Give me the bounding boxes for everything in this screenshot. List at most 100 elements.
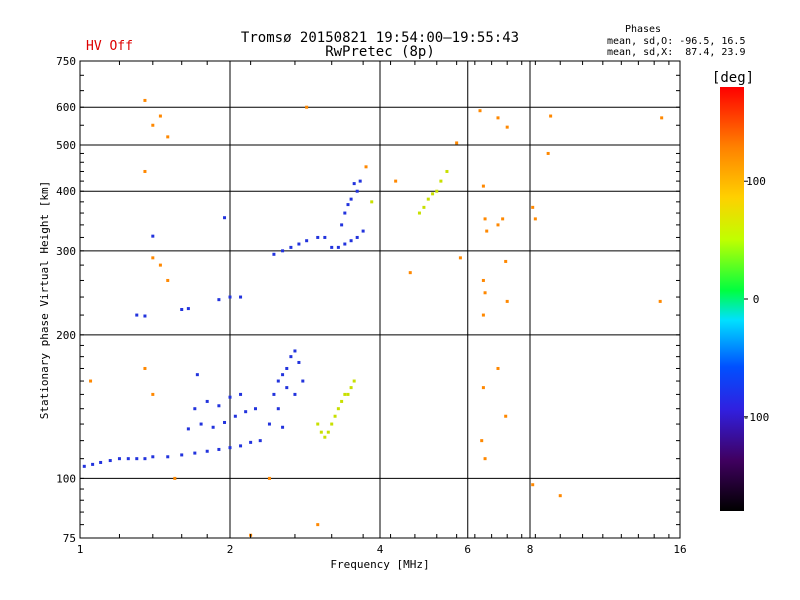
data-point — [483, 291, 487, 295]
data-point — [340, 223, 344, 227]
data-point — [483, 457, 487, 461]
data-point — [281, 373, 285, 377]
data-point — [658, 299, 662, 303]
data-point — [364, 165, 368, 169]
data-point — [343, 392, 347, 396]
chart-subtitle: RwPretec (8p) — [325, 44, 435, 60]
data-point — [151, 392, 155, 396]
data-points — [82, 98, 664, 537]
data-point — [244, 410, 248, 414]
y-tick-label: 200 — [56, 329, 76, 342]
data-point — [186, 427, 190, 431]
data-point — [417, 211, 421, 215]
y-tick-label: 500 — [56, 139, 76, 152]
colorbar-tick-label: 100 — [746, 175, 766, 188]
x-tick-label: 6 — [464, 543, 471, 556]
data-point — [205, 449, 209, 453]
data-point — [117, 457, 121, 461]
data-point — [228, 295, 232, 299]
data-point — [481, 278, 485, 282]
x-tick-label: 8 — [527, 543, 534, 556]
phase-stats-x: mean, sd,X: 87.4, 23.9 — [607, 47, 745, 58]
data-point — [358, 179, 362, 183]
data-point — [496, 116, 500, 120]
data-point — [445, 169, 449, 173]
x-tick-label: 4 — [377, 543, 384, 556]
data-point — [333, 414, 337, 418]
data-point — [316, 422, 320, 426]
data-point — [143, 169, 147, 173]
y-tick-label: 75 — [63, 532, 76, 545]
data-point — [289, 355, 293, 359]
data-point — [533, 217, 537, 221]
data-point — [289, 245, 293, 249]
data-point — [349, 197, 353, 201]
data-point — [239, 444, 243, 448]
data-point — [217, 298, 221, 302]
data-point — [193, 451, 197, 455]
data-point — [281, 425, 285, 429]
data-point — [249, 440, 253, 444]
data-point — [158, 114, 162, 118]
data-point — [301, 379, 305, 383]
data-point — [496, 366, 500, 370]
data-point — [143, 457, 147, 461]
data-point — [336, 245, 340, 249]
y-tick-label: 300 — [56, 245, 76, 258]
data-point — [239, 295, 243, 299]
colorbar-tick-label: 0 — [753, 293, 760, 306]
colorbar-ticks: 100 0 -100 — [743, 175, 770, 424]
data-point — [346, 203, 350, 207]
y-axis-label: Stationary phase Virtual Height [km] — [38, 181, 51, 419]
data-point — [91, 462, 95, 466]
data-point — [166, 135, 170, 139]
data-point — [349, 239, 353, 243]
data-point — [276, 379, 280, 383]
data-point — [285, 386, 289, 390]
data-point — [143, 366, 147, 370]
data-point — [233, 414, 237, 418]
data-point — [394, 179, 398, 183]
data-point — [293, 392, 297, 396]
data-point — [349, 386, 353, 390]
data-point — [408, 271, 412, 275]
data-point — [340, 399, 344, 403]
data-point — [455, 141, 459, 145]
data-point — [431, 192, 435, 196]
data-point — [151, 123, 155, 127]
data-point — [195, 373, 199, 377]
data-point — [135, 313, 139, 317]
phase-stats-o: mean, sd,O: -96.5, 16.5 — [607, 36, 745, 47]
colorbar-label: [deg] — [712, 70, 754, 86]
data-point — [478, 109, 482, 113]
data-point — [258, 439, 262, 443]
data-point — [228, 446, 232, 450]
data-point — [158, 263, 162, 267]
y-axis-ticks: 75 100 200 300 400 500 600 750 — [56, 55, 680, 545]
y-tick-label: 400 — [56, 185, 76, 198]
data-point — [505, 299, 509, 303]
data-point — [272, 392, 276, 396]
data-point — [272, 252, 276, 256]
colorbar-tick-label: -100 — [743, 411, 770, 424]
data-point — [501, 217, 505, 221]
data-point — [352, 379, 356, 383]
data-point — [330, 422, 334, 426]
data-point — [285, 366, 289, 370]
data-point — [82, 464, 86, 468]
data-point — [223, 420, 227, 424]
data-point — [483, 217, 487, 221]
data-point — [135, 457, 139, 461]
y-tick-label: 600 — [56, 101, 76, 114]
data-point — [439, 179, 443, 183]
data-point — [352, 182, 356, 186]
data-point — [343, 211, 347, 215]
data-point — [89, 379, 93, 383]
data-point — [505, 125, 509, 129]
data-point — [480, 439, 484, 443]
data-point — [422, 205, 426, 209]
data-point — [193, 407, 197, 411]
y-tick-label: 750 — [56, 55, 76, 68]
x-tick-label: 1 — [77, 543, 84, 556]
